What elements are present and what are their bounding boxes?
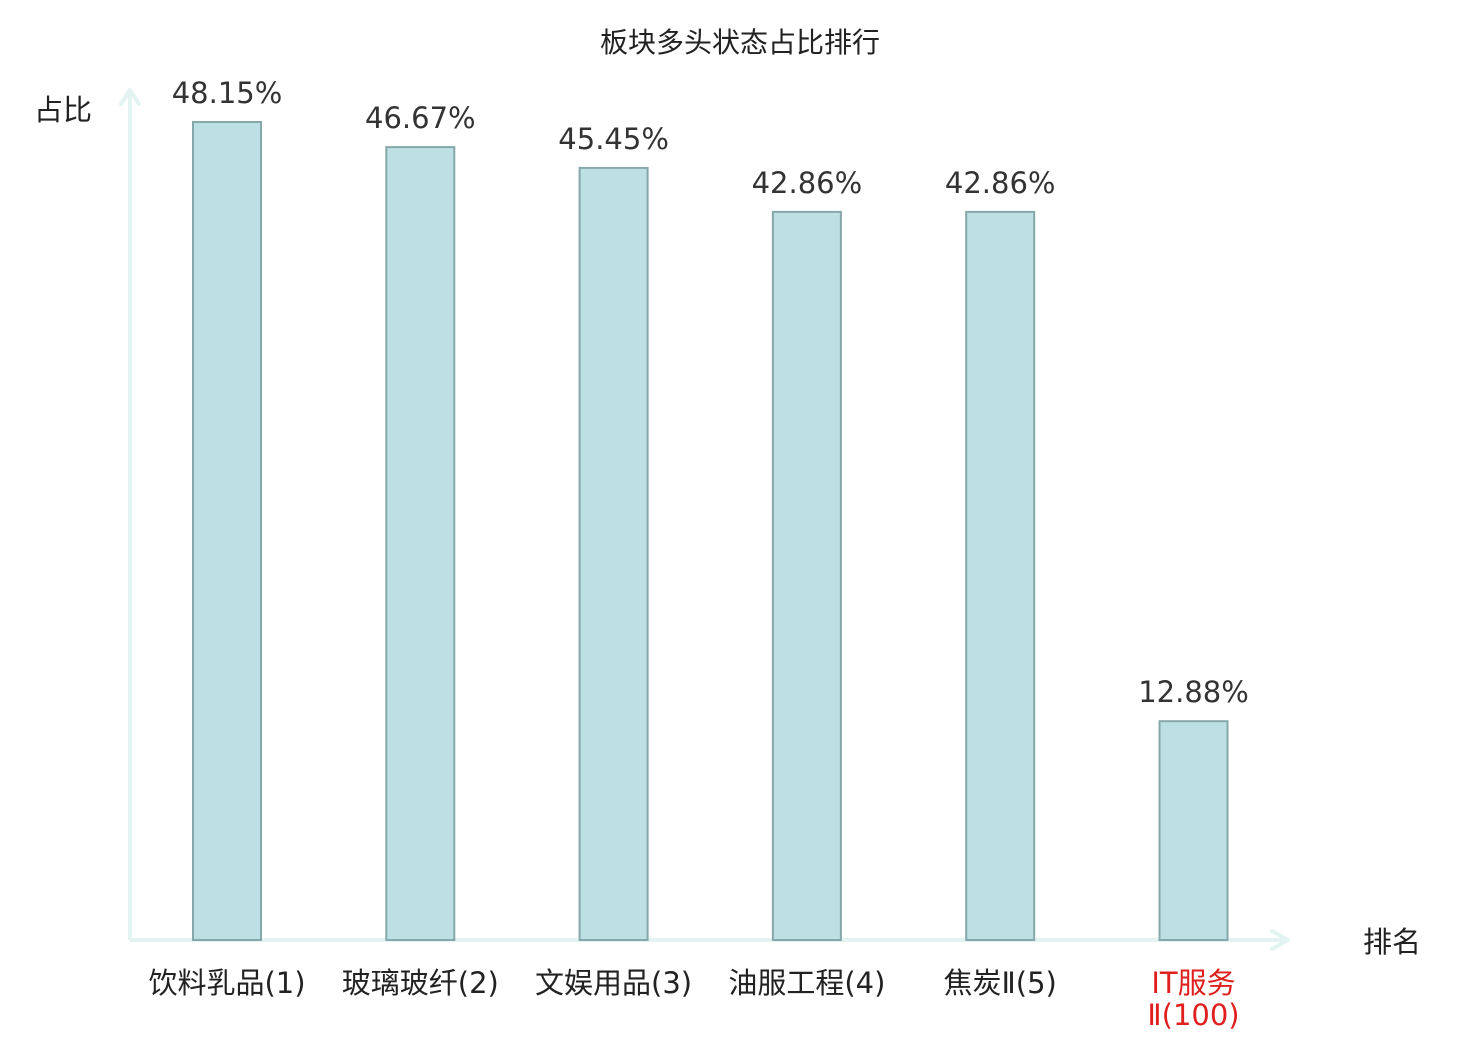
category-labels-group: 饮料乳品(1) 玻璃玻纤(2) 文娱用品(3) 油服工程(4) 焦炭Ⅱ(5) IT服务Ⅱ(… bbox=[148, 966, 1239, 1032]
x-axis-title: 排名 bbox=[1363, 925, 1421, 959]
data-label: 12.88% bbox=[1138, 675, 1249, 709]
x-tick-label: 玻璃玻纤(2) bbox=[342, 966, 499, 1000]
value-labels-group: 48.15% 46.67% 45.45% 42.86% 42.86% 12.88% bbox=[172, 76, 1249, 709]
bars-group bbox=[192, 121, 1229, 942]
y-axis-arrow bbox=[119, 88, 141, 106]
bar bbox=[965, 210, 1036, 941]
bar bbox=[192, 121, 262, 941]
x-tick-label: IT服务 bbox=[1151, 966, 1235, 1000]
x-axis-arrow bbox=[1270, 929, 1290, 951]
data-label: 48.15% bbox=[172, 76, 283, 110]
y-axis-title: 占比 bbox=[34, 93, 92, 127]
chart-title: 板块多头状态占比排行 bbox=[600, 26, 880, 59]
axes bbox=[119, 88, 1290, 951]
bar bbox=[385, 146, 456, 942]
bar bbox=[578, 166, 649, 941]
x-tick-label: 文娱用品(3) bbox=[535, 966, 692, 1000]
bar bbox=[1158, 720, 1229, 942]
data-label: 42.86% bbox=[752, 166, 863, 200]
x-tick-label: 油服工程(4) bbox=[728, 966, 885, 1000]
data-label: 42.86% bbox=[945, 166, 1056, 200]
data-label: 45.45% bbox=[558, 122, 669, 156]
x-tick-label: 饮料乳品(1) bbox=[148, 966, 305, 1000]
x-tick-label: 焦炭Ⅱ(5) bbox=[944, 966, 1057, 1000]
bar bbox=[771, 210, 842, 941]
data-label: 46.67% bbox=[365, 101, 476, 135]
x-tick-label-rank: Ⅱ(100) bbox=[1147, 998, 1239, 1032]
